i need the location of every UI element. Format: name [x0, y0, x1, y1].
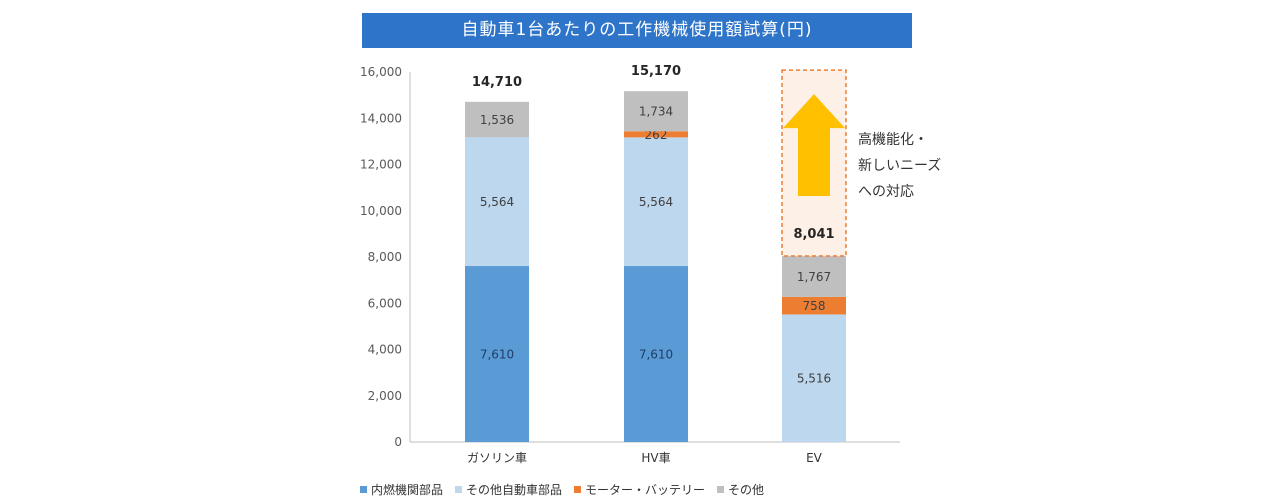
legend-item: 内燃機関部品: [360, 481, 443, 498]
ev-annotation-text: 高機能化・ 新しいニーズ への対応: [858, 127, 968, 205]
total-label: 14,710: [472, 75, 522, 90]
x-tick-label: ガソリン車: [467, 451, 527, 465]
y-tick-label: 6,000: [368, 296, 402, 310]
data-label: 262: [645, 128, 668, 142]
legend-item: モーター・バッテリー: [574, 481, 705, 498]
data-label: 7,610: [480, 348, 514, 362]
legend-label: その他自動車部品: [466, 482, 563, 497]
ev-annotation-line: 高機能化・: [858, 132, 928, 148]
data-label: 1,767: [797, 270, 831, 284]
data-label: 5,516: [797, 372, 831, 386]
bar-segment: [624, 91, 688, 132]
chart-legend: 内燃機関部品 その他自動車部品 モーター・バッテリー その他: [360, 480, 920, 498]
chart-title: 自動車1台あたりの工作機械使用額試算(円): [362, 13, 912, 48]
bar-segment: [782, 314, 846, 442]
bar-segment: [782, 256, 846, 297]
added-value-label: 8,041: [793, 227, 834, 242]
data-label: 1,536: [480, 113, 514, 127]
data-label: 758: [803, 299, 826, 313]
legend-swatch: [717, 485, 725, 493]
y-tick-label: 10,000: [360, 204, 402, 218]
bar-segment: [624, 266, 688, 442]
data-label: 5,564: [480, 195, 514, 209]
legend-swatch: [360, 485, 367, 493]
total-label: 15,170: [631, 64, 681, 79]
up-arrow-icon: [783, 94, 845, 197]
bar-segment: [465, 266, 529, 442]
bar-segment: [465, 101, 529, 138]
bar-segment: [624, 131, 688, 138]
bar-segment: [782, 296, 846, 315]
ev-annotation-line: への対応: [858, 184, 914, 200]
x-tick-label: EV: [806, 451, 823, 465]
y-tick-label: 14,000: [360, 111, 402, 125]
bar-segment: [465, 137, 529, 267]
legend-swatch: [574, 485, 582, 493]
legend-item: その他: [717, 481, 764, 498]
legend-label: その他: [728, 482, 765, 497]
y-tick-label: 8,000: [368, 250, 402, 264]
y-tick-label: 16,000: [360, 65, 402, 79]
data-label: 5,564: [639, 195, 673, 209]
legend-label: 内燃機関部品: [371, 482, 444, 497]
y-tick-label: 2,000: [368, 389, 402, 403]
data-label: 1,734: [639, 105, 673, 119]
data-label: 7,610: [639, 348, 673, 362]
bar-segment: [624, 137, 688, 267]
legend-item: その他自動車部品: [455, 481, 562, 498]
y-tick-label: 4,000: [368, 343, 402, 357]
legend-swatch: [455, 485, 463, 493]
ev-annotation-line: 新しいニーズ: [858, 158, 942, 174]
y-tick-label: 12,000: [360, 158, 402, 172]
x-tick-label: HV車: [641, 451, 670, 465]
legend-label: モーター・バッテリー: [585, 482, 706, 497]
y-tick-label: 0: [394, 435, 402, 449]
